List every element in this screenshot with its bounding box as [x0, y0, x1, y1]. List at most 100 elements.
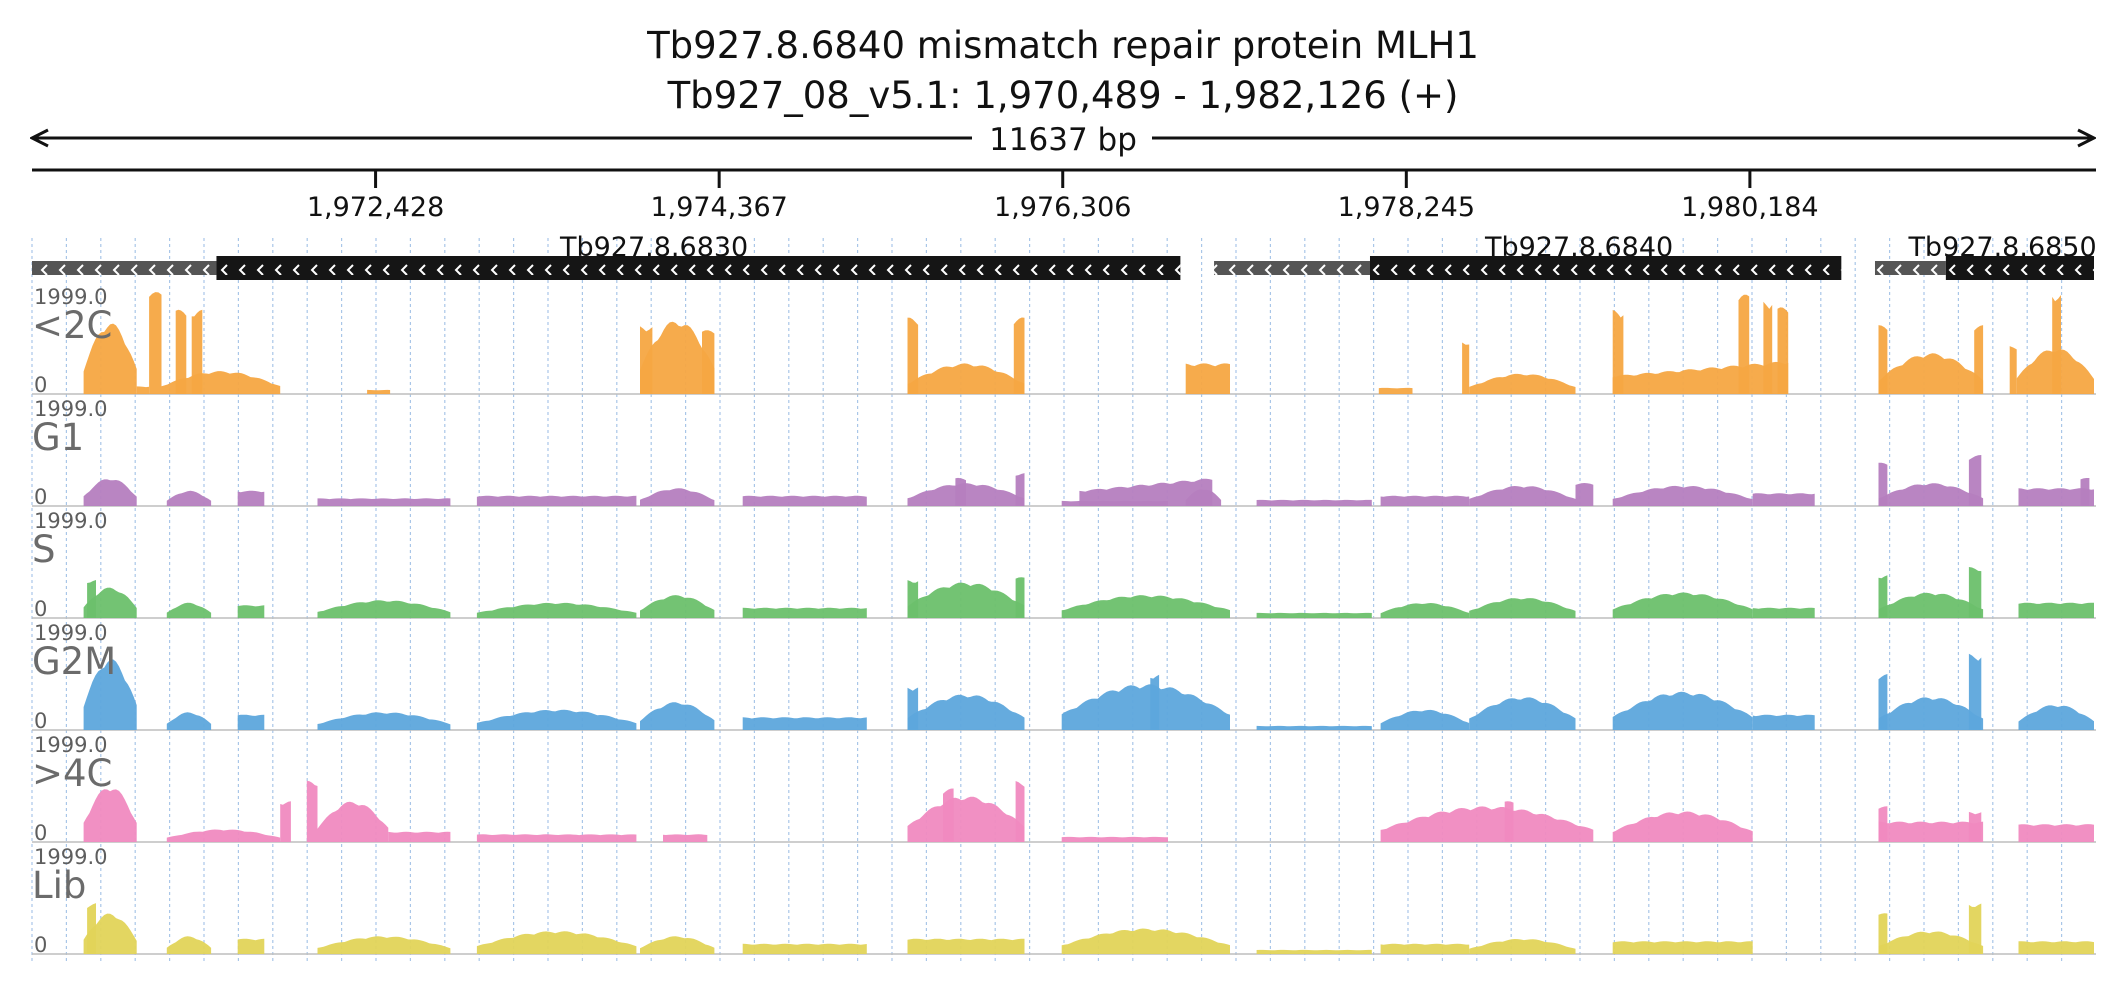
coverage-segment [1612, 309, 1624, 394]
coverage-segment [1015, 473, 1025, 506]
coverage-segment [1968, 653, 1982, 730]
coverage-segment [87, 580, 96, 618]
track-signal [83, 292, 2094, 394]
track-max-label: 1999.0 [34, 621, 107, 645]
coverage-segment [1469, 598, 1576, 618]
coverage-segment [166, 712, 212, 730]
coverage-segment [166, 490, 212, 506]
coverage-segment [1061, 928, 1230, 954]
coverage-track: 1999.0<2C 0 [32, 285, 2096, 397]
coverage-segment [476, 709, 637, 730]
ruler-tick-label: 1,980,184 [1681, 192, 1818, 223]
coverage-segment [1878, 697, 1984, 730]
coverage-segment [166, 602, 212, 618]
gene-strand-arrows [216, 261, 1181, 275]
track-min-label: 0 [34, 597, 47, 621]
coverage-segment [640, 702, 715, 730]
track-min-label: 0 [34, 709, 47, 733]
coverage-segment [1878, 806, 1888, 842]
coverage-segment [476, 495, 637, 506]
coverage-segment [907, 582, 1025, 618]
coverage-segment [388, 831, 451, 842]
coverage-segment [1763, 301, 1773, 394]
coverage-segment [640, 595, 715, 618]
coverage-segment [237, 714, 265, 730]
gene-utr-strand-arrows [1214, 261, 1370, 275]
coverage-segment [1878, 483, 1984, 506]
coverage-segment [1878, 592, 1984, 618]
coverage-segment [1612, 691, 1753, 730]
track-min-label: 0 [34, 933, 47, 957]
coverage-segment [1878, 575, 1888, 618]
coverage-segment [1612, 485, 1753, 506]
coverage-segment [1968, 811, 1982, 842]
coverage-segment [742, 607, 867, 618]
coverage-segment [742, 717, 867, 730]
locus-coordinates: Tb927_08_v5.1: 1,970,489 - 1,982,126 (+) [667, 74, 1459, 117]
coverage-segment [1061, 684, 1230, 730]
coverage-segment [476, 931, 637, 954]
coverage-segment [317, 801, 389, 842]
coverage-segment [2009, 346, 2017, 394]
coverage-segment [1968, 903, 1982, 954]
track-max-label: 1999.0 [34, 397, 107, 421]
coverage-segment [237, 938, 265, 954]
ruler-ticks: 1,972,428 1,974,367 1,976,306 1,978,245 1,98… [307, 170, 1819, 223]
span-indicator: 11637 bp [32, 122, 2094, 158]
coverage-segment [136, 386, 150, 394]
coverage-segment [317, 936, 451, 954]
coverage-segment [476, 834, 637, 842]
coverage-segment [1256, 949, 1372, 954]
coverage-segment [2018, 488, 2094, 506]
coverage-segment [1974, 325, 1984, 394]
coverage-segment [702, 330, 715, 394]
gene-label: Tb927.8.6850 [1907, 232, 2096, 263]
coverage-segment [367, 389, 391, 394]
coverage-tracks: 1999.0<2C01999.0G101999.0S01999.0G2M0199… [32, 285, 2096, 957]
coverage-segment [1777, 307, 1789, 394]
coverage-segment [317, 712, 451, 730]
coverage-segment [1469, 373, 1576, 394]
coverage-segment [1256, 725, 1372, 730]
coverage-segment [1469, 697, 1576, 730]
coverage-track: 1999.0S 0 [32, 509, 2096, 621]
coverage-segment [1878, 353, 1984, 394]
coverage-segment [161, 371, 281, 394]
coverage-segment [1380, 943, 1470, 954]
ruler-tick-label: 1,974,367 [650, 192, 787, 223]
coverage-segment [476, 602, 637, 618]
coverage-segment [1015, 577, 1025, 618]
coverage-segment [237, 490, 265, 506]
coverage-segment [663, 834, 708, 842]
coverage-segment [907, 938, 1025, 954]
coverage-segment [237, 605, 265, 618]
gene-track: Tb927.8.6830 Tb927.8.6840 Tb927.8.6850 [32, 232, 2097, 280]
coverage-segment [1612, 941, 1753, 954]
coverage-segment [83, 587, 137, 618]
coverage-segment [1380, 806, 1594, 842]
gridlines [31, 238, 2063, 962]
gene-strand-arrows [1945, 261, 2094, 275]
coverage-segment [191, 309, 203, 394]
track-min-label: 0 [34, 485, 47, 509]
coverage-segment [83, 659, 137, 730]
coverage-segment [1380, 603, 1470, 618]
gene-utr-strand-arrows [1874, 261, 1946, 275]
track-min-label: 0 [34, 821, 47, 845]
coverage-segment [2080, 478, 2090, 506]
ruler-tick-label: 1,978,245 [1338, 192, 1475, 223]
coverage-segment [1061, 595, 1230, 618]
coverage-segment [742, 943, 867, 954]
coverage-segment [1015, 781, 1025, 842]
coverage-segment [1878, 913, 1888, 954]
track-name: G2M [32, 640, 116, 683]
coverage-segment [907, 796, 1025, 842]
coverage-segment [1150, 674, 1160, 730]
track-signal [83, 653, 2094, 730]
coverage-segment [1380, 709, 1470, 730]
coverage-segment [640, 321, 715, 394]
coverage-segment [149, 292, 162, 394]
coverage-segment [1462, 342, 1470, 394]
